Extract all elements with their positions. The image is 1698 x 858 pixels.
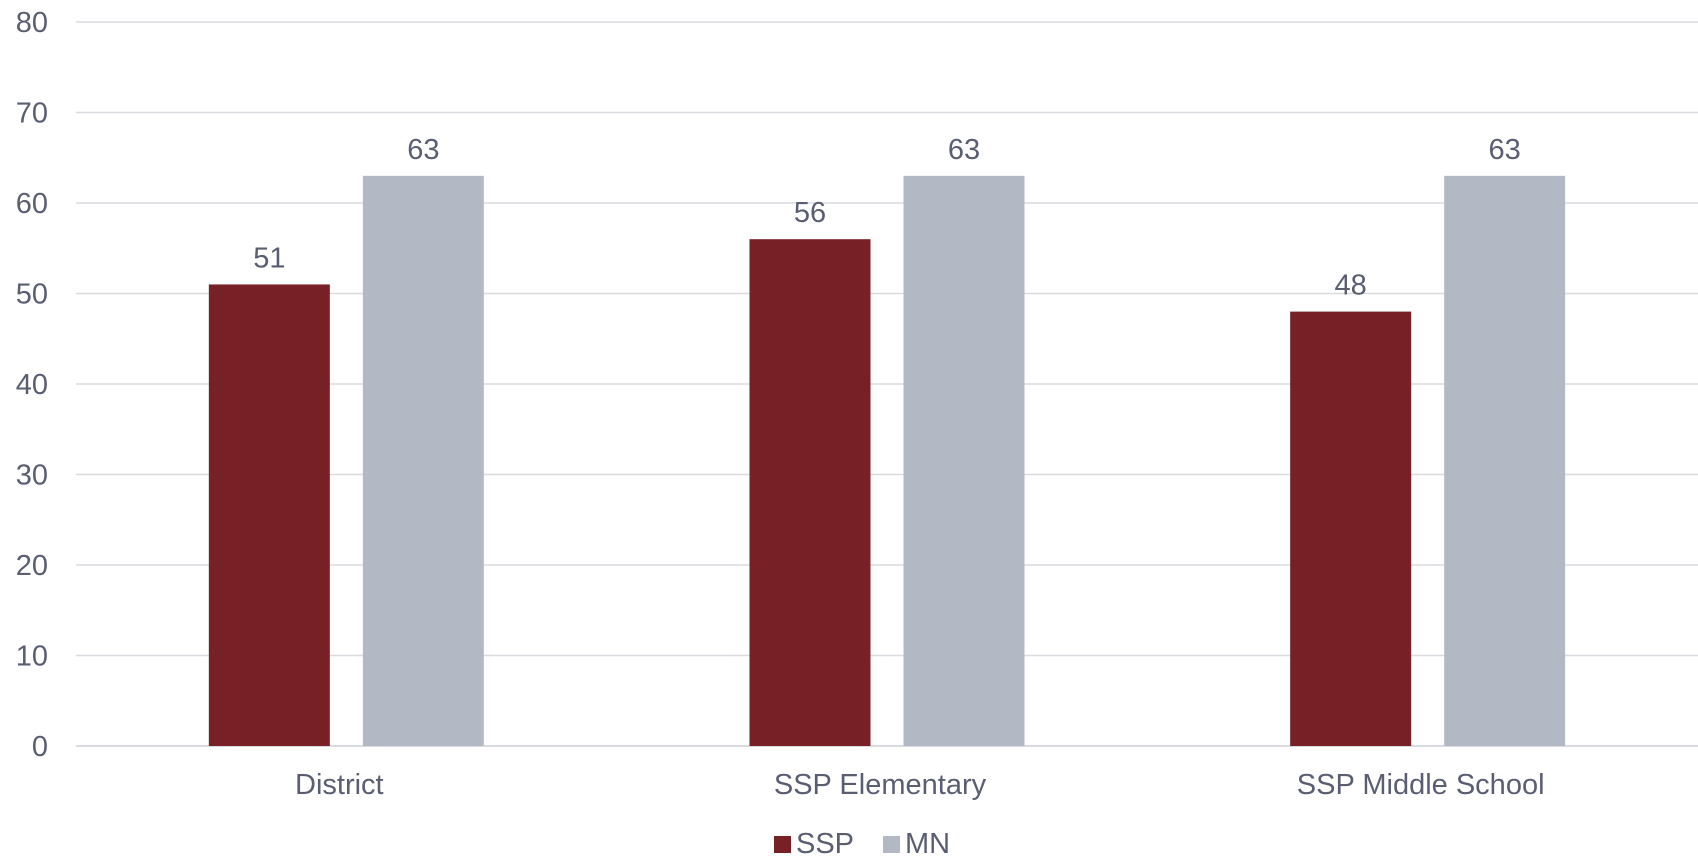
data-label-mn-1: 63 — [948, 134, 980, 166]
bars — [208, 175, 1566, 747]
bar-mn-0 — [362, 175, 484, 747]
y-tick-label: 50 — [16, 279, 48, 311]
y-tick-label: 70 — [16, 98, 48, 130]
bar-mn-1 — [903, 175, 1025, 747]
bar-ssp-0 — [208, 284, 330, 746]
data-label-ssp-0: 51 — [253, 242, 285, 274]
data-labels: 51 63 56 63 48 63 — [253, 134, 1521, 302]
x-category-label: SSP Middle School — [1297, 769, 1545, 801]
gridlines — [76, 21, 1698, 747]
legend-swatch-mn — [883, 836, 900, 853]
bar-mn-2 — [1444, 175, 1566, 747]
x-category-label: SSP Elementary — [774, 769, 987, 801]
legend: SSP MN — [774, 828, 950, 858]
x-category-label: District — [295, 769, 384, 801]
y-tick-label: 10 — [16, 641, 48, 673]
y-tick-label: 30 — [16, 460, 48, 492]
bar-ssp-2 — [1290, 311, 1412, 746]
legend-label-ssp: SSP — [796, 828, 854, 858]
legend-swatch-ssp — [774, 836, 791, 853]
y-tick-label: 60 — [16, 188, 48, 220]
data-label-ssp-2: 48 — [1335, 270, 1367, 302]
y-axis-ticks: 0 10 20 30 40 50 60 70 80 — [16, 7, 48, 763]
bar-ssp-1 — [749, 239, 871, 746]
y-tick-label: 0 — [32, 731, 48, 763]
y-tick-label: 40 — [16, 369, 48, 401]
data-label-mn-0: 63 — [407, 134, 439, 166]
x-axis-categories: District SSP Elementary SSP Middle School — [295, 769, 1544, 801]
y-tick-label: 80 — [16, 7, 48, 39]
data-label-ssp-1: 56 — [794, 197, 826, 229]
data-label-mn-2: 63 — [1489, 134, 1521, 166]
legend-label-mn: MN — [905, 828, 950, 858]
y-tick-label: 20 — [16, 550, 48, 582]
